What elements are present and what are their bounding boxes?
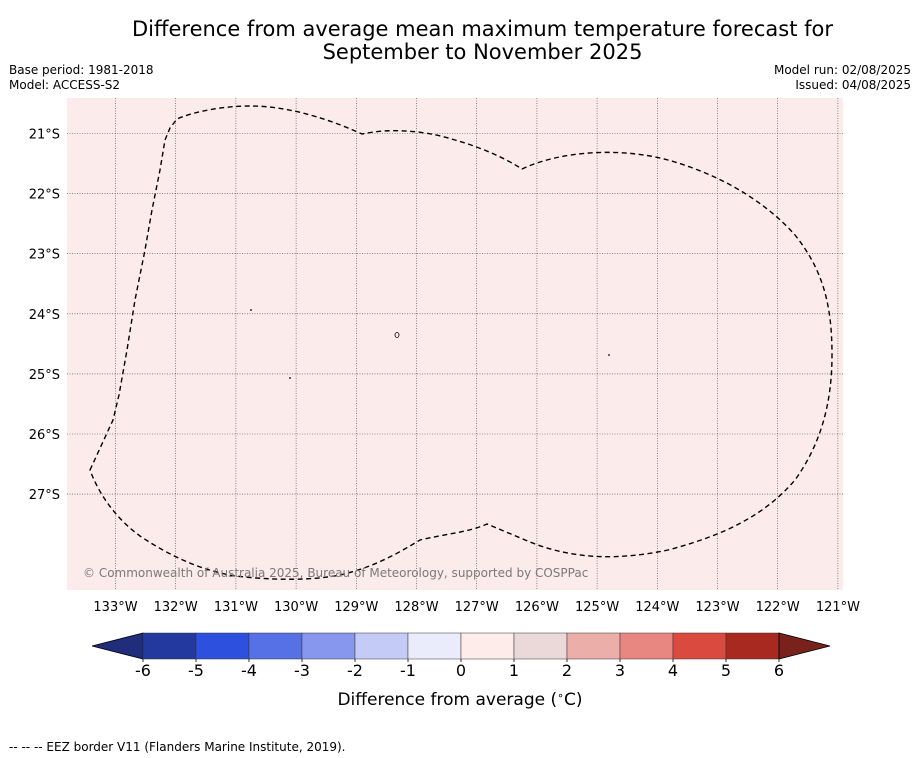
base-period: Base period: 1981-2018 [9,63,154,77]
island-dot-4 [608,354,610,356]
colorbar-segment [513,632,568,660]
longitude-tick-label: 121°W [816,600,860,615]
colorbar-tick-label: 0 [456,661,466,680]
colorbar-segment [407,632,462,660]
issued-date: Issued: 04/08/2025 [795,78,911,92]
colorbar-segment [195,632,250,660]
colorbar-segment [301,632,356,660]
colorbar-over-arrow [778,632,831,660]
title-line-2: September to November 2025 [322,40,643,64]
longitude-tick-labels: 133°W 132°W 131°W 130°W 129°W 128°W 127°W 126°W… [93,600,860,615]
longitude-tick-label: 124°W [635,600,679,615]
longitude-tick-label: 122°W [756,600,800,615]
colorbar-segment [354,632,409,660]
colorbar-tick-label: 5 [721,661,731,680]
longitude-tick-label: 131°W [214,600,258,615]
longitude-tick-label: 126°W [515,600,559,615]
latitude-tick-label: 26°S [29,428,60,443]
colorbar-segment [460,632,515,660]
longitude-gridlines [115,98,839,590]
model-name: Model: ACCESS-S2 [9,78,121,92]
longitude-tick-label: 128°W [394,600,438,615]
longitude-tick-label: 123°W [695,600,739,615]
colorbar-tick-label: -4 [241,661,257,680]
eez-border [89,105,833,580]
longitude-tick-label: 125°W [575,600,619,615]
colorbar-segment [672,632,727,660]
colorbar-tick-label: -2 [347,661,363,680]
meta-right: Model run: 02/08/2025 Issued: 04/08/2025 [774,63,911,93]
colorbar-segment [725,632,780,660]
island-dot-3 [289,377,291,379]
colorbar-tick-label: -1 [400,661,416,680]
model-run: Model run: 02/08/2025 [773,63,911,77]
latitude-tick-label: 21°S [29,128,60,143]
longitude-tick-label: 133°W [93,600,137,615]
forecast-map-area [67,98,843,590]
island-dot-2 [394,332,400,338]
colorbar-tick-label: -6 [135,661,151,680]
colorbar-tick-label: -5 [188,661,204,680]
eez-footnote: -- -- -- EEZ border V11 (Flanders Marine… [9,740,346,754]
island-dot-1 [250,309,252,311]
longitude-tick-label: 127°W [455,600,499,615]
colorbar-tick-label: 2 [562,661,572,680]
colorbar-segment [566,632,621,660]
title-line-1: Difference from average mean maximum tem… [132,17,833,41]
copyright-notice: © Commonwealth of Australia 2025, Bureau… [83,566,588,580]
colorbar-under-arrow [91,632,144,660]
meta-left: Base period: 1981-2018 Model: ACCESS-S2 [9,63,154,93]
colorbar-tick-label: 3 [615,661,625,680]
colorbar-tick-label: 6 [774,661,784,680]
colorbar-tick-label: 4 [668,661,678,680]
colorbar-segment [248,632,303,660]
longitude-tick-label: 132°W [154,600,198,615]
latitude-tick-label: 24°S [29,308,60,323]
latitude-tick-label: 23°S [29,248,60,263]
colorbar-segment [619,632,674,660]
map-title: Difference from average mean maximum tem… [0,18,919,64]
latitude-tick-label: 25°S [29,368,60,383]
colorbar [91,632,831,660]
colorbar-segment [142,632,197,660]
longitude-tick-label: 130°W [274,600,318,615]
colorbar-tick-label: -3 [294,661,310,680]
colorbar-tick-labels: -6 -5 -4 -3 -2 -1 0 1 2 3 4 5 6 [135,659,784,680]
latitude-tick-label: 27°S [29,488,60,503]
colorbar-label: Difference from average (∘C) [337,689,582,711]
latitude-tick-label: 22°S [29,188,60,203]
latitude-tick-labels: 21°S 22°S 23°S 24°S 25°S 26°S 27°S [29,128,60,504]
longitude-tick-label: 129°W [334,600,378,615]
latitude-gridlines [67,133,843,495]
colorbar-tick-label: 1 [509,661,519,680]
